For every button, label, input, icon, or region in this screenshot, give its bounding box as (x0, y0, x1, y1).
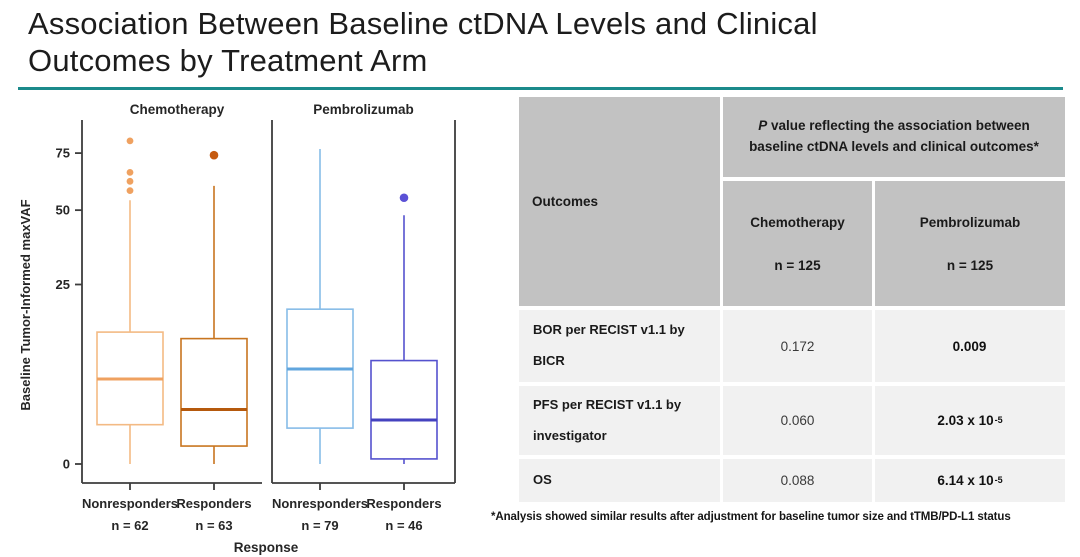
accent-divider (18, 87, 1063, 90)
outlier-nonresponders-0 (126, 137, 134, 145)
n-label-nonresponders-0: n = 62 (111, 518, 148, 533)
slide-title: Association Between Baseline ctDNA Level… (28, 5, 1038, 79)
chemotherapy-column-header: Chemotherapy n = 125 (723, 181, 872, 306)
pembrolizumab-column-title: Pembrolizumab (919, 214, 1021, 230)
outlier-nonresponders-0 (126, 168, 134, 176)
panel-title-pembrolizumab: Pembrolizumab (313, 102, 414, 117)
pvalue-header-text: P value reflecting the association betwe… (749, 116, 1039, 158)
os-pembro-pvalue: 6.14 x 10 -5 (875, 459, 1065, 502)
outlier-nonresponders-0 (126, 187, 134, 194)
x-axis-title: Response (234, 540, 299, 555)
chemotherapy-column-title: Chemotherapy (750, 214, 845, 230)
pembrolizumab-column-header: Pembrolizumab n = 125 (875, 181, 1065, 306)
n-label-responders-3: n = 46 (385, 518, 422, 533)
y-tick-label: 25 (56, 277, 70, 292)
row-label-os: OS (519, 459, 720, 502)
box-responders-3 (370, 359, 438, 460)
x-label-nonresponders-2: Nonresponders (272, 496, 368, 511)
outcomes-header-cell: Outcomes (519, 97, 720, 306)
x-label-responders-1: Responders (176, 496, 251, 511)
bor-pembro-pvalue: 0.009 (875, 310, 1065, 382)
y-axis-label: Baseline Tumor-Informed maxVAF (18, 199, 33, 410)
pvalue-header-rest: value reflecting the association between… (749, 118, 1039, 154)
outlier-responders-3 (399, 193, 409, 203)
pfs-chemo-pvalue: 0.060 (723, 386, 872, 455)
x-label-responders-3: Responders (366, 496, 441, 511)
outlier-nonresponders-0 (126, 177, 134, 185)
chemotherapy-column-n: n = 125 (774, 257, 821, 273)
pembrolizumab-column-n: n = 125 (946, 257, 994, 273)
bor-chemo-pvalue: 0.172 (723, 310, 872, 382)
panel-title-chemotherapy: Chemotherapy (130, 102, 225, 117)
y-tick-label: 50 (56, 203, 70, 218)
os-chemo-pvalue: 0.088 (723, 459, 872, 502)
n-label-nonresponders-2: n = 79 (301, 518, 338, 533)
footnote: *Analysis showed similar results after a… (491, 511, 1011, 523)
row-label-bor: BOR per RECIST v1.1 by BICR (519, 310, 720, 382)
pvalue-header-cell: P value reflecting the association betwe… (723, 97, 1065, 177)
box-responders-1 (180, 337, 248, 447)
slide-title-line1: Association Between Baseline ctDNA Level… (28, 6, 818, 41)
pvalue-p-italic: P (758, 118, 768, 134)
y-tick-label: 0 (63, 457, 70, 472)
x-label-nonresponders-0: Nonresponders (82, 496, 178, 511)
os-pembro-exponent: -5 (994, 474, 1003, 485)
pvalue-table: Outcomes P value reflecting the associat… (519, 97, 1065, 502)
boxplot-figure: Chemotherapy Pembrolizumab 0 25 50 75 Baseline… (0, 95, 515, 557)
y-tick-label: 75 (56, 146, 70, 161)
slide-title-line2: Outcomes by Treatment Arm (28, 43, 428, 78)
pfs-pembro-exponent: -5 (994, 414, 1003, 425)
outlier-responders-1 (209, 150, 219, 160)
boxplot-svg: Chemotherapy Pembrolizumab 0 25 50 75 Baseline… (18, 102, 456, 555)
n-label-responders-1: n = 63 (195, 518, 232, 533)
pfs-pembro-pvalue: 2.03 x 10 -5 (875, 386, 1065, 455)
row-label-pfs: PFS per RECIST v1.1 by investigator (519, 386, 720, 455)
